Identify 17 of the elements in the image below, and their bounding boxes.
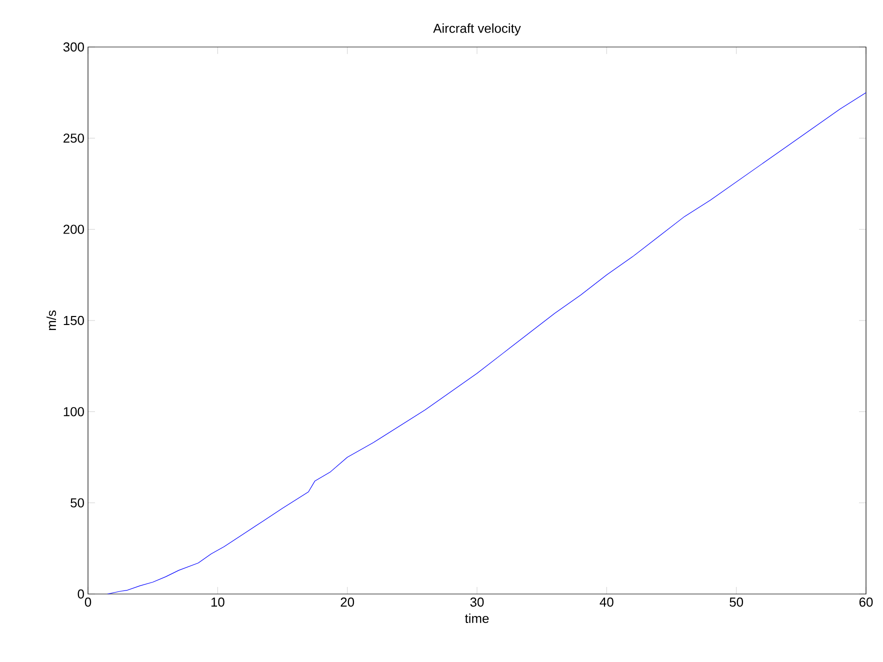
y-tick-label: 150: [64, 316, 84, 326]
x-axis-title: time: [464, 614, 489, 624]
y-tick-label: 300: [63, 42, 84, 52]
x-tick-label: 10: [211, 598, 224, 607]
x-tick-label: 0: [84, 598, 92, 607]
x-tick-label: 60: [859, 598, 873, 607]
y-tick-label: 200: [64, 224, 84, 234]
x-tick-label: 20: [340, 598, 354, 607]
y-axis-title: m/s: [46, 310, 56, 330]
x-tick-label: 50: [730, 598, 744, 607]
y-tick-label: 100: [64, 407, 84, 416]
y-tick-label: 0: [78, 589, 84, 599]
y-tick-label: 50: [70, 498, 84, 508]
x-tick-label: 30: [470, 598, 484, 607]
y-tick-label: 250: [64, 134, 84, 143]
x-tick-label: 40: [600, 598, 614, 607]
chart-title: Aircraft velocity: [433, 23, 521, 36]
